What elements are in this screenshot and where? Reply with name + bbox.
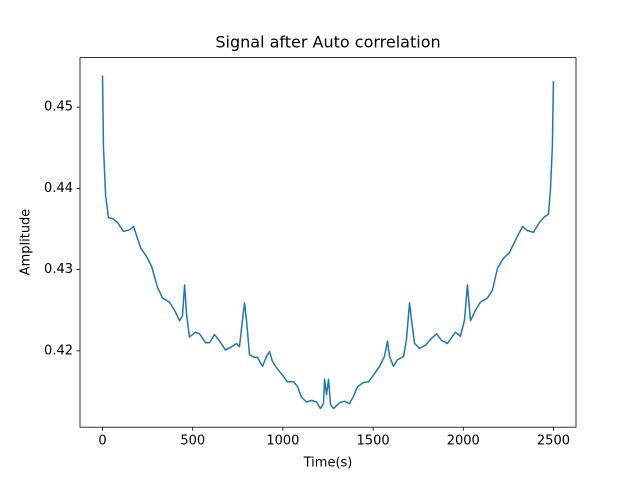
y-tick-label: 0.43: [44, 262, 73, 277]
y-axis-label: Amplitude: [19, 209, 34, 276]
y-tick-label: 0.45: [44, 100, 73, 115]
x-tick-label: 0: [98, 434, 106, 449]
axes-frame: [79, 57, 577, 428]
data-line: [101, 75, 555, 410]
x-tick-label: 500: [180, 434, 205, 449]
x-tick-label: 1000: [266, 434, 299, 449]
y-tick-label: 0.42: [44, 343, 73, 358]
x-tick-label: 2500: [537, 434, 570, 449]
y-tick-label: 0.44: [44, 181, 73, 196]
chart-title: Signal after Auto correlation: [215, 33, 440, 52]
x-tick-label: 2000: [447, 434, 480, 449]
x-axis-label: Time(s): [303, 456, 353, 471]
x-tick-label: 1500: [357, 434, 390, 449]
